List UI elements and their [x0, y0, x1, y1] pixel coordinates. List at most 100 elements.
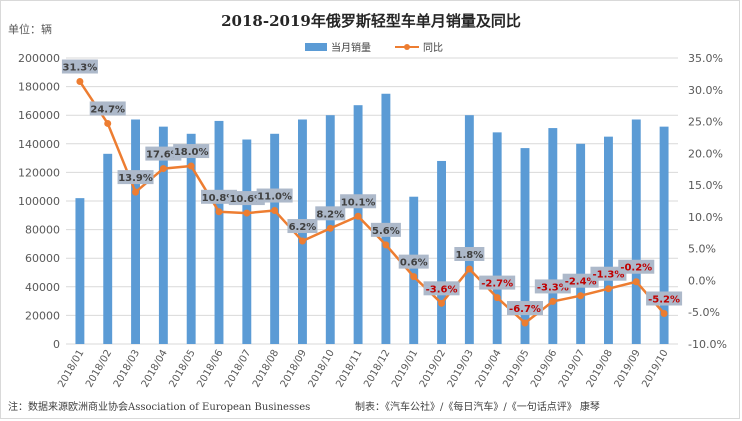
line-point	[410, 273, 418, 281]
line-point	[354, 212, 362, 220]
data-label: -2.7%	[481, 279, 513, 290]
x-tick-label: 2018/08	[251, 348, 281, 389]
data-label-bg	[61, 59, 98, 74]
bar	[75, 198, 85, 344]
line-series: 31.3% 24.7% 13.9% 17.6%18.0% 10.8%10.6%11.0%…	[61, 59, 683, 327]
data-label-bg	[618, 259, 655, 274]
bar	[353, 105, 363, 344]
x-tick-label: 2018/06	[195, 348, 225, 389]
bar	[492, 132, 502, 344]
y-right-tick-label: 15.0%	[688, 179, 723, 192]
x-tick-label: 2018/01	[56, 348, 86, 389]
data-label: 1.8%	[455, 250, 483, 261]
data-label: -0.2%	[620, 263, 652, 274]
bar	[270, 133, 280, 344]
line-point	[465, 265, 473, 273]
y-right-tick-label: -5.0%	[688, 306, 720, 319]
line-point	[521, 319, 529, 327]
footer-source: 注：数据来源欧洲商业协会Association of European Busi…	[8, 400, 310, 413]
x-tick-label: 2018/07	[223, 348, 253, 389]
unit-label: 单位：辆	[8, 22, 52, 36]
data-label: 0.6%	[400, 258, 428, 269]
bar	[520, 148, 530, 344]
data-label-bg	[173, 144, 210, 159]
x-tick-labels: 2018/012018/022018/032018/042018/052018/…	[56, 348, 670, 389]
legend-label-bar: 当月销量	[331, 41, 371, 54]
legend: 当月销量 同比	[305, 41, 443, 54]
data-label-bg	[89, 101, 126, 116]
line-point	[187, 162, 195, 170]
line-point	[298, 237, 306, 245]
line-point	[76, 78, 84, 86]
line-point	[271, 207, 279, 215]
data-label-bg	[562, 273, 599, 288]
x-tick-label: 2019/06	[529, 348, 559, 389]
legend-swatch-bar	[305, 43, 327, 51]
data-label-bg	[201, 189, 237, 204]
x-tick-label: 2019/03	[446, 348, 476, 389]
line-point	[243, 209, 251, 217]
y-left-tick-label: 180000	[18, 81, 60, 94]
bar	[242, 139, 252, 344]
y-right-ticks: -10.0% -5.0% 0.0% 5.0% 10.0% 15.0% 20.0% 25.0% 3…	[688, 52, 727, 351]
y-left-tick-label: 40000	[25, 281, 60, 294]
bar	[659, 126, 669, 344]
data-label: -2.4%	[565, 277, 597, 288]
x-tick-label: 2018/04	[140, 348, 170, 389]
line-point	[604, 285, 612, 293]
bar-series	[75, 93, 669, 345]
data-label-bg	[228, 191, 265, 206]
data-label-bg	[370, 222, 401, 237]
x-tick-label: 2018/09	[279, 348, 309, 389]
y-right-tick-label: 30.0%	[688, 84, 723, 97]
footer-credit: 制表：《汽车公社》/《每日汽车》/《一句话点评》 康琴	[355, 400, 600, 413]
y-left-tick-label: 80000	[25, 224, 60, 237]
x-tick-label: 2019/01	[390, 348, 420, 389]
data-label-bg	[340, 194, 377, 209]
y-right-tick-label: 0.0%	[688, 274, 716, 287]
x-tick-label: 2018/10	[307, 348, 337, 389]
x-tick-label: 2019/04	[473, 348, 503, 389]
data-label: 31.3%	[63, 63, 98, 74]
bar	[186, 133, 196, 344]
data-label: 18.0%	[174, 147, 209, 158]
data-label-bg	[145, 146, 182, 161]
data-label: 10.1%	[341, 197, 376, 208]
bar	[409, 196, 419, 344]
y-left-tick-label: 60000	[25, 252, 60, 265]
x-tick-label: 2018/05	[167, 348, 197, 389]
bar	[631, 119, 641, 345]
y-right-tick-label: 10.0%	[688, 211, 723, 224]
line-point	[326, 224, 334, 232]
data-label: -3.6%	[426, 284, 458, 295]
x-tick-label: 2019/07	[557, 348, 587, 389]
bar	[437, 160, 446, 344]
line-point	[493, 294, 501, 302]
y-left-tick-label: 0	[53, 338, 60, 351]
data-label-bg	[479, 275, 516, 290]
bar	[131, 119, 140, 345]
bar	[381, 93, 391, 344]
data-label: -1.3%	[593, 270, 625, 281]
y-right-tick-label: 5.0%	[688, 243, 716, 256]
y-left-tick-label: 100000	[18, 195, 60, 208]
data-label: 10.6%	[229, 194, 264, 205]
data-label: 24.7%	[90, 104, 125, 115]
data-label: -5.2%	[648, 294, 680, 305]
y-left-tick-label: 140000	[18, 138, 60, 151]
legend-label-line: 同比	[423, 42, 443, 54]
bar	[464, 115, 474, 344]
line-point	[438, 299, 446, 307]
y-left-tick-label: 200000	[18, 52, 60, 65]
line-point	[159, 165, 167, 173]
x-tick-label: 2019/05	[501, 348, 531, 389]
chart-title: 2018-2019年俄罗斯轻型车单月销量及同比	[221, 12, 521, 30]
y-right-tick-label: 35.0%	[688, 52, 723, 65]
legend-swatch-dot	[404, 44, 410, 50]
data-label-bg	[534, 279, 571, 294]
line-point	[104, 119, 112, 127]
data-label-bg	[454, 247, 485, 262]
bar	[103, 153, 113, 344]
